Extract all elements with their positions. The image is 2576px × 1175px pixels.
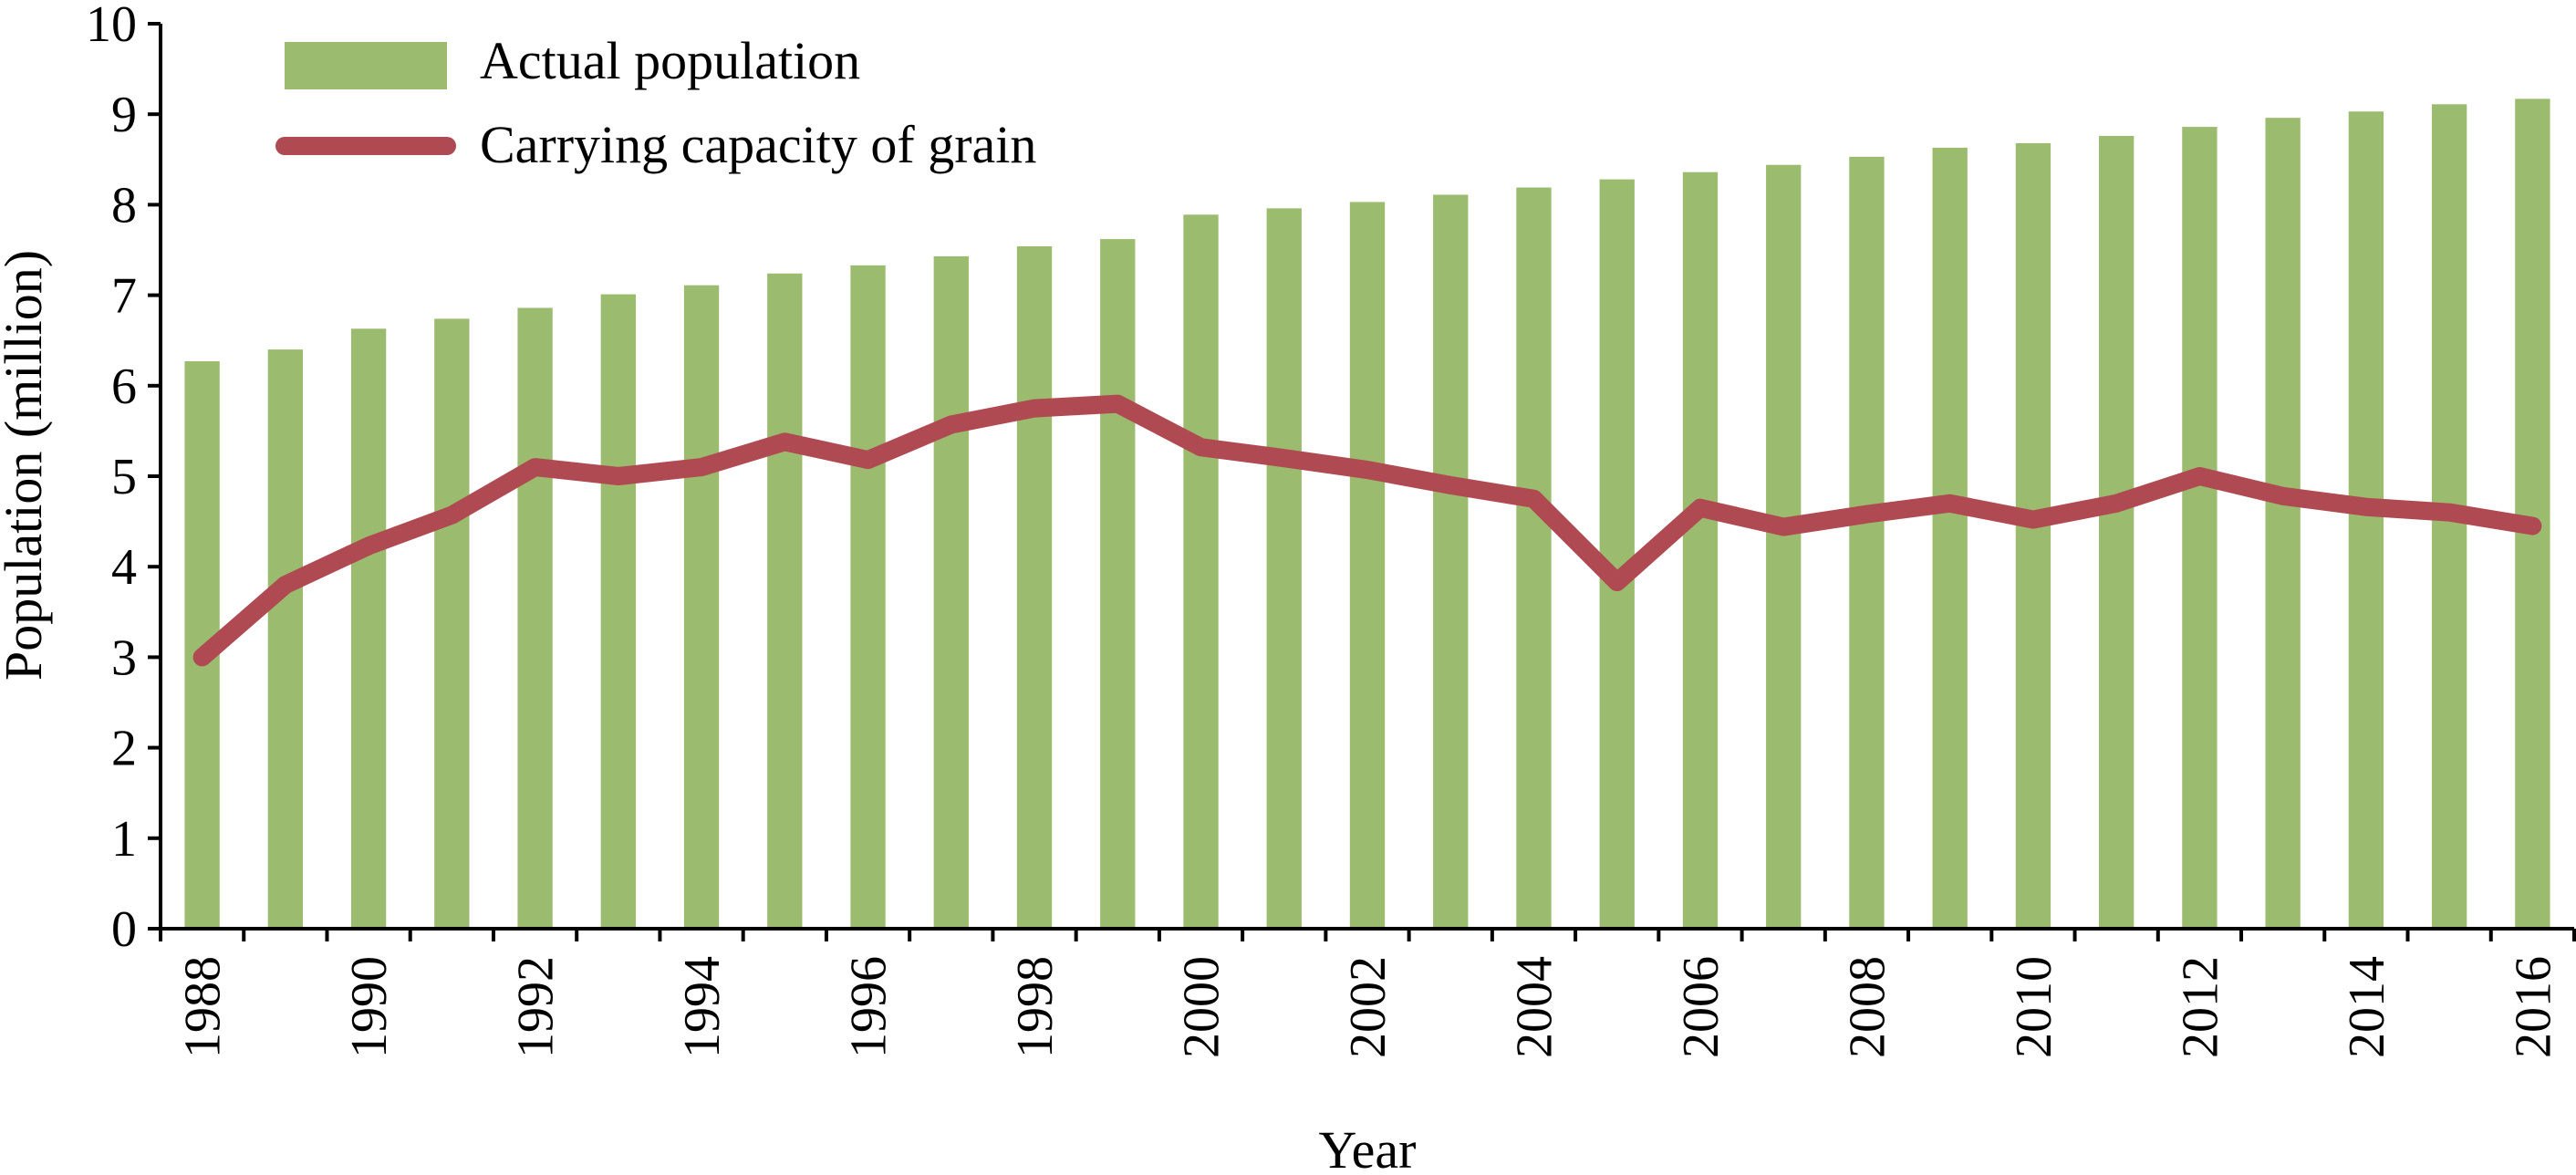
bar-1993 bbox=[600, 294, 636, 929]
x-tick-label-2012: 2012 bbox=[2172, 956, 2228, 1058]
y-tick-label-6: 6 bbox=[111, 359, 137, 415]
y-tick-label-2: 2 bbox=[111, 721, 137, 777]
bar-2002 bbox=[1349, 202, 1386, 929]
legend-swatch-actual-population bbox=[285, 42, 447, 89]
y-tick-label-8: 8 bbox=[111, 177, 137, 234]
bars-group bbox=[184, 99, 2550, 930]
bar-2001 bbox=[1266, 208, 1302, 930]
bar-1995 bbox=[767, 273, 803, 929]
y-tick-label-3: 3 bbox=[111, 629, 137, 686]
bar-1996 bbox=[850, 265, 886, 929]
y-ticks-group: 0 1 2 3 4 5 6 7 8 9 10 bbox=[86, 0, 161, 958]
bar-2009 bbox=[1932, 147, 1968, 930]
carrying-capacity-line bbox=[192, 394, 2542, 667]
y-tick-label-9: 9 bbox=[111, 87, 137, 143]
x-tick-label-2002: 2002 bbox=[1340, 956, 1397, 1058]
bar-1997 bbox=[933, 255, 969, 930]
y-tick-label-5: 5 bbox=[111, 449, 137, 505]
x-tick-label-1992: 1992 bbox=[508, 956, 565, 1058]
bar-2013 bbox=[2265, 118, 2301, 930]
bar-2006 bbox=[1682, 172, 1719, 930]
y-tick-label-7: 7 bbox=[111, 268, 137, 325]
bar-2004 bbox=[1516, 187, 1552, 929]
bar-2012 bbox=[2182, 127, 2218, 929]
bar-2011 bbox=[2099, 136, 2135, 929]
bar-2003 bbox=[1433, 194, 1469, 929]
x-tick-label-2008: 2008 bbox=[1839, 956, 1896, 1058]
bar-1991 bbox=[434, 318, 470, 930]
bar-2008 bbox=[1849, 156, 1885, 930]
x-tick-label-2014: 2014 bbox=[2339, 956, 2395, 1058]
y-tick-label-10: 10 bbox=[86, 0, 137, 53]
y-tick-label-0: 0 bbox=[111, 901, 137, 958]
y-tick-label-1: 1 bbox=[111, 811, 137, 868]
y-axis-title: Population (million) bbox=[0, 250, 53, 681]
x-tick-label-1988: 1988 bbox=[175, 956, 232, 1058]
bar-1998 bbox=[1016, 246, 1053, 930]
legend-label-actual-population: Actual population bbox=[480, 31, 860, 90]
bar-1999 bbox=[1100, 239, 1136, 929]
x-tick-label-1998: 1998 bbox=[1007, 956, 1064, 1058]
bar-2010 bbox=[2015, 142, 2051, 930]
y-tick-label-4: 4 bbox=[111, 539, 137, 596]
x-tick-label-1990: 1990 bbox=[341, 956, 398, 1058]
x-tick-label-1994: 1994 bbox=[674, 956, 731, 1058]
bar-1989 bbox=[267, 349, 304, 929]
x-tick-label-2000: 2000 bbox=[1174, 956, 1231, 1058]
bar-2014 bbox=[2348, 111, 2384, 929]
x-tick-label-2006: 2006 bbox=[1673, 956, 1729, 1058]
bar-2000 bbox=[1183, 214, 1219, 929]
legend: Actual population Carrying capacity of g… bbox=[275, 31, 1036, 174]
bar-1994 bbox=[683, 285, 720, 929]
bar-1990 bbox=[350, 328, 387, 930]
legend-label-carrying-capacity: Carrying capacity of grain bbox=[480, 115, 1036, 174]
bar-1992 bbox=[517, 307, 553, 929]
x-tick-label-2004: 2004 bbox=[1506, 956, 1563, 1058]
bar-2005 bbox=[1599, 179, 1635, 929]
bar-2016 bbox=[2515, 99, 2550, 929]
x-tick-label-2010: 2010 bbox=[2006, 956, 2062, 1058]
x-tick-label-1996: 1996 bbox=[841, 956, 898, 1058]
bar-2007 bbox=[1766, 164, 1802, 929]
x-axis-title: Year bbox=[1319, 1120, 1417, 1175]
x-ticks-group: 1988 1990 1992 1994 1996 1998 2000 2002 2004 2006… bbox=[159, 929, 2576, 1058]
x-tick-label-2016: 2016 bbox=[2505, 956, 2561, 1058]
